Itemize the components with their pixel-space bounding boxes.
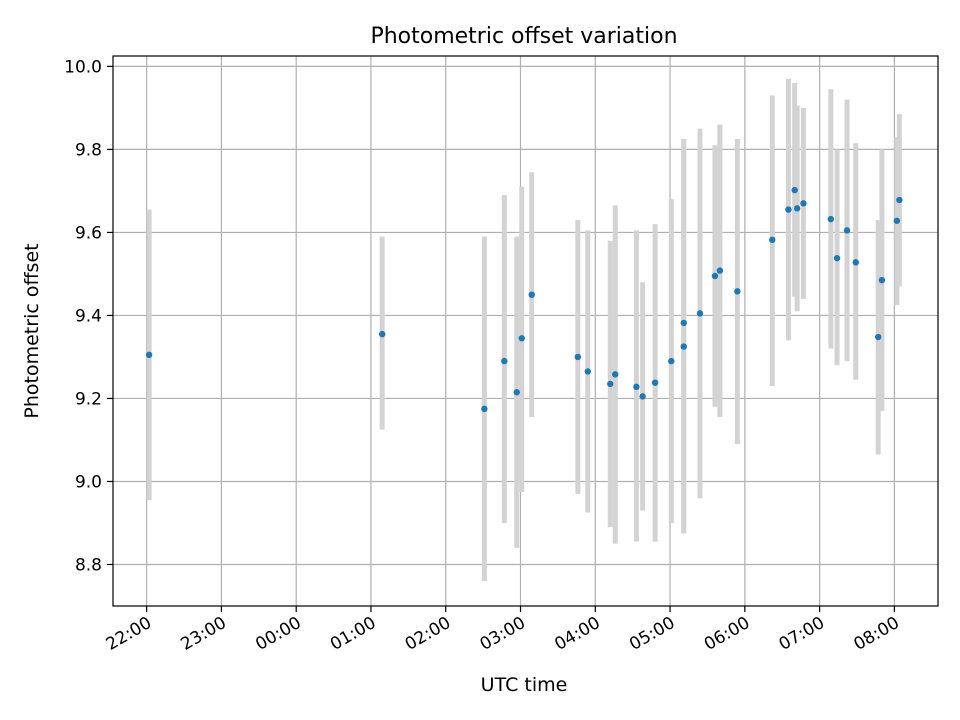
x-tick-label: 00:00: [252, 613, 304, 655]
data-point: [612, 371, 619, 378]
x-tick-label: 01:00: [327, 613, 379, 655]
y-axis-ticks: 8.8 9.0 9.2 9.4 9.6 9.8 10.0: [64, 57, 113, 575]
data-point: [680, 319, 687, 327]
data-point: [145, 351, 153, 359]
data-point: [668, 357, 675, 365]
y-axis-label: Photometric offset: [21, 243, 43, 418]
x-axis-ticks: 22:00 23:00 00:00 01:00 02:00 03:00 04:00 05:00…: [103, 606, 903, 655]
x-tick-label: 07:00: [776, 613, 828, 655]
data-point: [680, 343, 687, 350]
data-point: [501, 357, 508, 365]
data-point: [734, 288, 741, 295]
grid: [113, 56, 938, 606]
data-point: [711, 272, 719, 280]
data-point: [481, 405, 488, 413]
x-tick-label: 08:00: [850, 613, 902, 655]
data-point: [574, 353, 582, 361]
y-tick-label: 9.0: [75, 472, 102, 492]
x-tick-label: 06:00: [701, 613, 753, 655]
data-point: [696, 310, 704, 317]
x-tick-label: 23:00: [177, 613, 229, 655]
chart-title: Photometric offset variation: [370, 24, 677, 49]
plot-frame: [112, 55, 939, 607]
error-bars: [146, 78, 902, 582]
x-tick-label: 22:00: [103, 613, 155, 655]
data-point: [607, 380, 614, 388]
data-point: [769, 236, 776, 244]
data-point: [639, 393, 646, 400]
y-tick-label: 9.8: [75, 140, 102, 160]
data-point: [843, 227, 851, 234]
data-point: [874, 333, 882, 341]
y-tick-label: 9.4: [75, 306, 102, 326]
data-points: [145, 186, 903, 413]
data-point: [833, 254, 841, 262]
y-tick-label: 10.0: [64, 57, 102, 77]
data-point: [785, 206, 792, 213]
data-point: [893, 217, 901, 224]
data-point: [793, 205, 801, 212]
data-point: [518, 335, 525, 342]
y-tick-label: 8.8: [75, 555, 102, 575]
y-tick-label: 9.6: [75, 223, 102, 243]
y-tick-label: 9.2: [75, 389, 102, 409]
x-tick-label: 04:00: [551, 613, 603, 655]
data-point: [651, 379, 659, 386]
data-point: [528, 291, 535, 298]
data-point: [716, 267, 724, 274]
data-point: [852, 259, 859, 266]
data-point: [378, 330, 386, 338]
data-point: [584, 368, 592, 375]
data-point: [633, 383, 640, 391]
data-point: [791, 186, 798, 194]
data-point: [878, 276, 886, 284]
x-tick-label: 03:00: [477, 613, 529, 655]
x-axis-label: UTC time: [481, 674, 568, 696]
x-tick-label: 05:00: [626, 613, 678, 655]
x-tick-label: 02:00: [402, 613, 454, 655]
data-point: [827, 215, 835, 223]
data-point: [896, 196, 903, 204]
data-point: [800, 200, 807, 207]
data-point: [513, 389, 520, 396]
